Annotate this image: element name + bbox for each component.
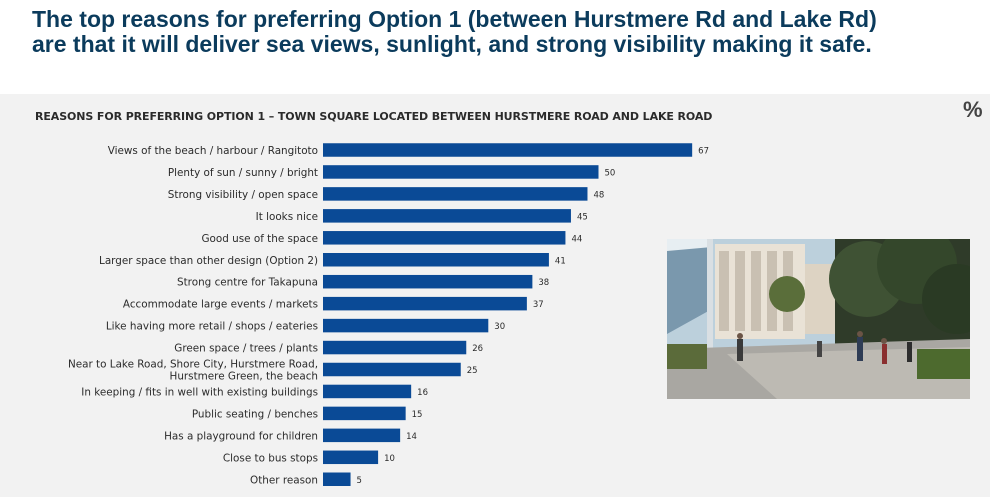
bar [323,231,566,245]
bar [323,450,379,465]
town-square-rendering-image [667,239,970,399]
category-label: Views of the beach / harbour / Rangitoto [108,145,318,157]
category-label: Hurstmere Green, the beach [170,371,319,383]
category-label: Strong visibility / open space [168,189,318,201]
category-label: Larger space than other design (Option 2… [99,255,318,267]
data-label: 10 [384,454,395,464]
bar [323,406,406,421]
data-label: 26 [472,344,483,354]
data-label: 5 [357,476,362,486]
bar [323,253,549,267]
category-label: Public seating / benches [192,408,318,420]
data-label: 38 [538,278,549,288]
bar [323,472,351,486]
data-label: 37 [533,300,544,310]
chart-title: REASONS FOR PREFERRING OPTION 1 – TOWN S… [35,110,713,123]
bar [323,296,527,311]
data-label: 25 [467,366,478,376]
bar [323,318,489,333]
data-label: 30 [494,322,505,332]
category-label: Near to Lake Road, Shore City, Hurstmere… [68,359,318,371]
category-label: Like having more retail / shops / eateri… [106,321,318,333]
headline: The top reasons for preferring Option 1 … [32,6,877,57]
data-label: 45 [577,212,588,222]
data-label: 15 [412,410,423,420]
category-label: Good use of the space [201,233,318,245]
data-label: 50 [605,168,616,178]
bar [323,340,467,355]
category-label: Plenty of sun / sunny / bright [168,167,318,179]
data-label: 67 [698,147,709,157]
bar [323,143,693,157]
category-label: In keeping / fits in well with existing … [81,386,318,398]
category-label: Close to bus stops [223,452,318,464]
category-label: It looks nice [256,211,318,223]
bar [323,274,533,289]
bar [323,209,571,223]
bar [323,362,461,377]
category-label: Has a playground for children [164,430,318,442]
bar [323,165,599,179]
unit-label: % [963,97,983,122]
data-label: 48 [593,190,604,200]
data-label: 14 [406,432,417,442]
data-label: 44 [571,234,582,244]
data-label: 41 [555,256,566,266]
bar [323,187,588,201]
bar [323,384,412,399]
bar [323,428,401,443]
category-label: Accommodate large events / markets [123,299,318,311]
category-label: Other reason [250,474,318,486]
category-label: Green space / trees / plants [174,343,318,355]
category-label: Strong centre for Takapuna [177,277,318,289]
data-label: 16 [417,388,428,398]
